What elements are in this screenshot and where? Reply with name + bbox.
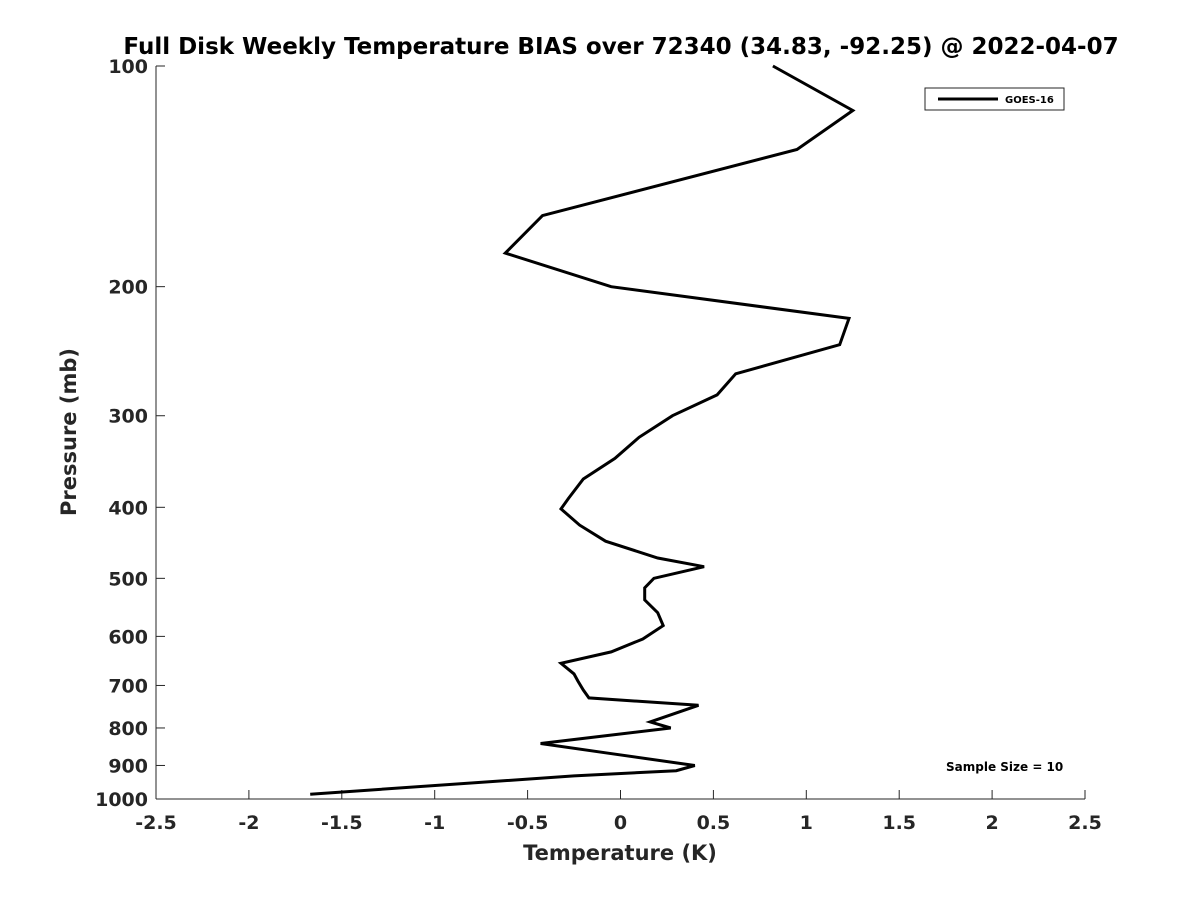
- y-tick-label: 700: [108, 675, 148, 697]
- x-axis-ticks: -2.5 -2 -1.5 -1 -0.5 0 0.5 1 1.5 2 2.5: [135, 790, 1102, 834]
- y-tick-label: 400: [108, 497, 148, 519]
- x-tick-label: 2.5: [1068, 812, 1102, 834]
- y-tick-label: 200: [108, 277, 148, 299]
- sample-size-annotation: Sample Size = 10: [946, 760, 1063, 774]
- x-tick-label: 2: [985, 812, 998, 834]
- plot-area: [156, 66, 1085, 799]
- y-tick-label: 800: [108, 718, 148, 740]
- y-tick-label: 500: [108, 568, 148, 590]
- y-tick-label: 900: [108, 755, 148, 777]
- x-tick-label: -1.5: [321, 812, 363, 834]
- x-tick-label: 0.5: [697, 812, 731, 834]
- y-tick-label: 600: [108, 626, 148, 648]
- x-tick-label: -2.5: [135, 812, 177, 834]
- x-tick-label: 0: [614, 812, 627, 834]
- x-tick-label: 1.5: [882, 812, 916, 834]
- chart-title: Full Disk Weekly Temperature BIAS over 7…: [123, 34, 1118, 60]
- y-tick-label: 1000: [95, 789, 148, 811]
- x-tick-label: -1: [424, 812, 445, 834]
- y-tick-label: 300: [108, 406, 148, 428]
- legend-label-goes-16: GOES-16: [1005, 95, 1054, 106]
- y-tick-label: 100: [108, 56, 148, 78]
- x-tick-label: -2: [238, 812, 259, 834]
- x-tick-label: 1: [800, 812, 813, 834]
- x-tick-label: -0.5: [507, 812, 549, 834]
- series-line-goes-16: [310, 64, 856, 796]
- y-axis-label: Pressure (mb): [57, 348, 81, 516]
- y-axis-ticks: 100 200 300 400 500 600 700 800 900 1000: [95, 56, 165, 811]
- legend: GOES-16: [924, 87, 1065, 111]
- x-axis-label: Temperature (K): [523, 841, 717, 865]
